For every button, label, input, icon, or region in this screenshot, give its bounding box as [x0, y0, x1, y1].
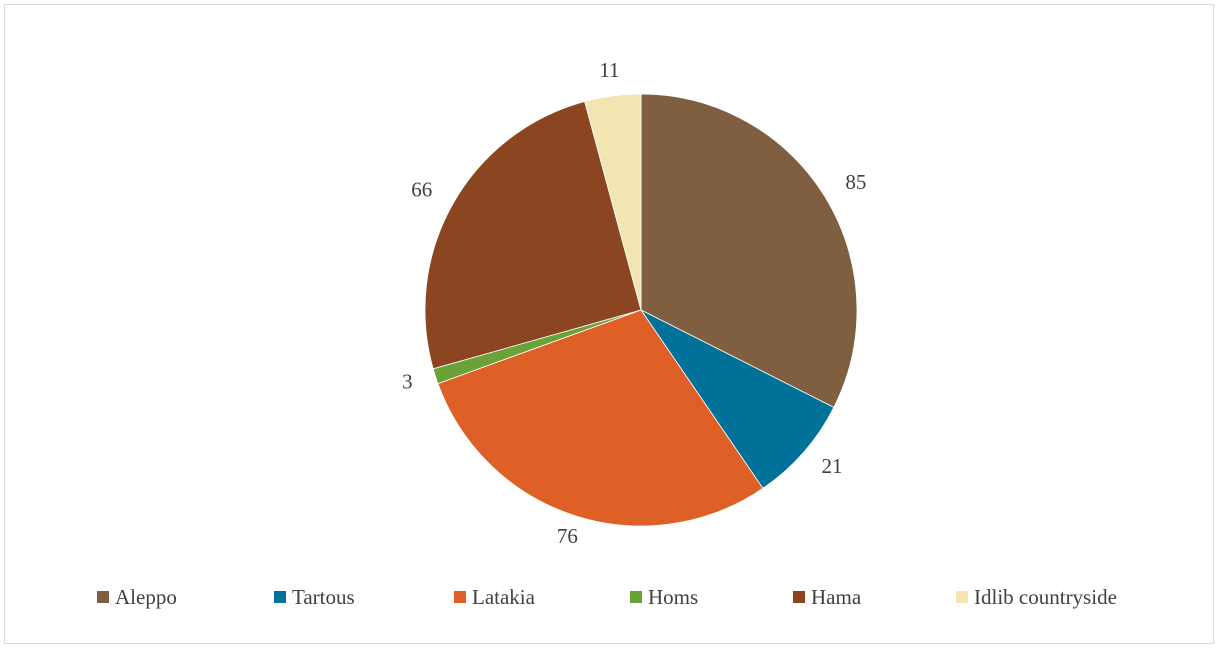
legend-item-latakia: Latakia — [454, 582, 535, 612]
legend-label-idlib-countryside: Idlib countryside — [974, 584, 1117, 609]
legend-swatch-tartous — [274, 591, 286, 603]
data-label-aleppo: 85 — [845, 170, 866, 194]
data-label-homs: 3 — [402, 369, 413, 393]
data-label-idlib-countryside: 11 — [599, 58, 619, 82]
legend-label-latakia: Latakia — [472, 584, 535, 609]
legend-item-aleppo: Aleppo — [97, 582, 177, 612]
legend-item-hama: Hama — [793, 582, 861, 612]
legend-swatch-hama — [793, 591, 805, 603]
legend-item-homs: Homs — [630, 582, 698, 612]
pie-slice-idlib-countryside — [584, 93, 642, 311]
pie-slice-hama — [424, 100, 642, 370]
legend-swatch-aleppo — [97, 591, 109, 603]
legend-label-aleppo: Aleppo — [115, 584, 177, 609]
legend-item-tartous: Tartous — [274, 582, 355, 612]
pie-slice-tartous — [640, 309, 835, 489]
legend-label-tartous: Tartous — [292, 584, 355, 609]
legend-swatch-latakia — [454, 591, 466, 603]
pie-slice-latakia — [437, 309, 764, 527]
legend-swatch-homs — [630, 591, 642, 603]
data-labels: 85 21 76 3 66 11 — [402, 58, 866, 548]
legend-swatch-idlib-countryside — [956, 591, 968, 603]
data-label-hama: 66 — [411, 177, 432, 201]
pie-slices — [424, 93, 858, 527]
legend: Aleppo Tartous Latakia Homs Hama Idlib c… — [0, 582, 1219, 612]
legend-label-homs: Homs — [648, 584, 699, 609]
data-label-latakia: 76 — [557, 524, 578, 548]
pie-slice-aleppo — [640, 93, 858, 408]
legend-label-hama: Hama — [811, 584, 862, 609]
legend-item-idlib-countryside: Idlib countryside — [956, 582, 1117, 612]
data-label-tartous: 21 — [822, 454, 843, 478]
